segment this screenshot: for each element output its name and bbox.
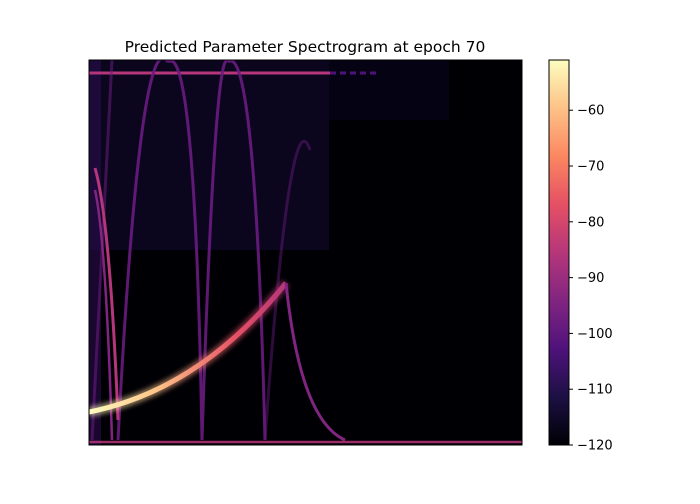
colorbar-tick-label: −90 (577, 271, 604, 286)
colorbar-tick-label: −120 (577, 439, 613, 454)
plot-frame (88, 59, 523, 446)
colorbar-tick-label: −70 (577, 160, 604, 175)
harmonic-arc-1 (116, 60, 170, 441)
colorbar-tick-label: −60 (577, 104, 604, 119)
colorbar-tick-label: −100 (577, 327, 613, 342)
left-descending-curve-2 (93, 189, 114, 441)
decay-tail (284, 282, 346, 442)
harmonic-arc-3 (200, 60, 230, 441)
harmonic-arc-4 (227, 60, 267, 441)
colorbar-frame (548, 59, 570, 446)
chart-title: Predicted Parameter Spectrogram at epoch… (125, 38, 486, 56)
spectrogram-plot (89, 60, 522, 445)
noise-region-right (329, 60, 449, 120)
colorbar-tick-label: −110 (577, 383, 613, 398)
harmonic-arc-5 (263, 139, 312, 441)
harmonic-arc-2 (167, 60, 204, 441)
colorbar-ticks: −120 −110 −100 −90 −80 −70 −60 (569, 104, 613, 454)
left-descending-curve (93, 167, 120, 421)
colorbar: −120 −110 −100 −90 −80 −70 −60 (548, 59, 613, 454)
colorbar-tick-label: −80 (577, 215, 604, 230)
harmonic-arc-6 (90, 60, 114, 441)
noise-region (89, 60, 329, 250)
colorbar-gradient (549, 60, 569, 445)
rising-chirp (89, 281, 288, 415)
harmonic-arcs (90, 60, 312, 441)
